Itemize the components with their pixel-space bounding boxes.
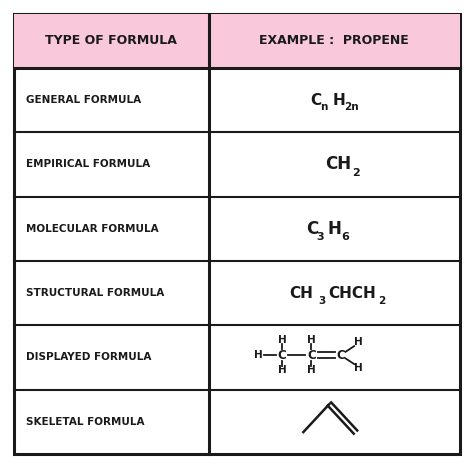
- Text: H: H: [307, 365, 316, 375]
- Text: H: H: [254, 350, 262, 360]
- Text: H: H: [354, 337, 363, 347]
- Text: C: C: [306, 220, 318, 238]
- Text: 3: 3: [316, 233, 324, 242]
- Text: GENERAL FORMULA: GENERAL FORMULA: [26, 95, 141, 105]
- Text: 2: 2: [352, 168, 360, 178]
- Text: 6: 6: [341, 233, 349, 242]
- Text: C: C: [307, 349, 316, 362]
- Bar: [14, 14, 460, 68]
- Text: EMPIRICAL FORMULA: EMPIRICAL FORMULA: [26, 160, 150, 169]
- Text: H: H: [327, 220, 341, 238]
- Text: H: H: [278, 365, 286, 375]
- Text: 3: 3: [319, 296, 326, 307]
- Text: EXAMPLE :  PROPENE: EXAMPLE : PROPENE: [259, 35, 409, 47]
- Text: MOLECULAR FORMULA: MOLECULAR FORMULA: [26, 224, 159, 234]
- Text: C: C: [310, 93, 321, 108]
- Text: SKELETAL FORMULA: SKELETAL FORMULA: [26, 417, 145, 427]
- Text: H: H: [354, 363, 363, 373]
- Text: 2n: 2n: [344, 102, 359, 112]
- Text: C: C: [278, 349, 286, 362]
- Text: H: H: [278, 335, 286, 345]
- Text: DISPLAYED FORMULA: DISPLAYED FORMULA: [26, 352, 152, 362]
- Text: STRUCTURAL FORMULA: STRUCTURAL FORMULA: [26, 288, 164, 298]
- Text: H: H: [307, 335, 316, 345]
- Text: 2: 2: [378, 296, 385, 307]
- Text: H: H: [333, 93, 345, 108]
- Text: C: C: [337, 349, 345, 362]
- Text: n: n: [320, 102, 328, 112]
- Text: CH: CH: [325, 155, 351, 173]
- Text: CHCH: CHCH: [328, 285, 376, 300]
- Text: CH: CH: [289, 285, 313, 300]
- Text: TYPE OF FORMULA: TYPE OF FORMULA: [46, 35, 177, 47]
